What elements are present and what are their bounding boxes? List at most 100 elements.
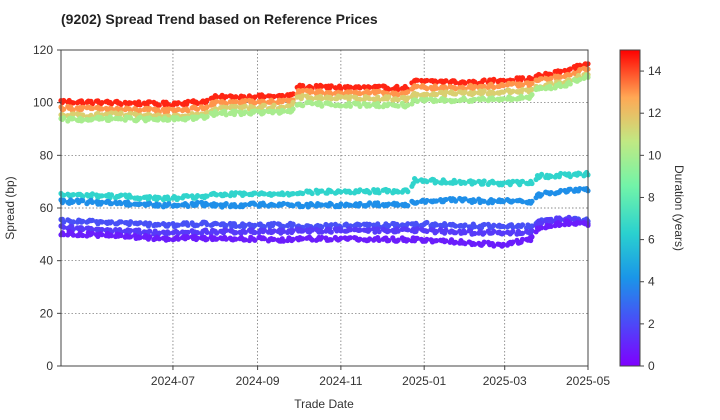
data-point bbox=[185, 229, 191, 235]
data-point bbox=[548, 190, 554, 196]
data-point bbox=[424, 197, 430, 204]
data-point bbox=[529, 80, 535, 86]
data-point bbox=[443, 238, 449, 244]
data-point bbox=[519, 75, 526, 81]
data-point bbox=[529, 86, 535, 92]
data-point bbox=[453, 230, 459, 236]
data-point bbox=[338, 235, 344, 241]
data-point bbox=[70, 192, 76, 198]
data-point bbox=[376, 237, 382, 243]
data-point bbox=[156, 102, 162, 108]
data-point bbox=[433, 98, 440, 104]
data-point bbox=[567, 81, 573, 87]
data-point bbox=[519, 222, 526, 228]
data-point bbox=[204, 97, 210, 103]
data-point bbox=[118, 192, 124, 198]
data-point bbox=[252, 100, 258, 106]
data-point bbox=[529, 234, 535, 240]
data-point bbox=[462, 97, 468, 103]
data-point bbox=[70, 107, 76, 113]
data-point bbox=[491, 84, 497, 91]
x-tick-label: 2024-07 bbox=[151, 374, 195, 388]
data-point bbox=[319, 83, 325, 89]
data-point bbox=[414, 91, 420, 97]
data-point bbox=[319, 89, 325, 96]
data-point bbox=[242, 191, 248, 197]
data-point bbox=[500, 223, 506, 230]
data-point bbox=[99, 219, 105, 225]
y-axis-label: Spread (bp) bbox=[3, 176, 17, 239]
data-point bbox=[539, 85, 545, 91]
data-point bbox=[395, 237, 401, 243]
data-point bbox=[577, 220, 583, 226]
data-point bbox=[328, 229, 334, 235]
data-point bbox=[357, 187, 363, 193]
data-point bbox=[395, 103, 401, 109]
y-tick-label: 80 bbox=[40, 148, 54, 162]
data-point bbox=[481, 88, 487, 94]
data-point bbox=[242, 202, 248, 208]
data-point bbox=[309, 89, 315, 95]
data-point bbox=[137, 234, 143, 241]
data-point bbox=[462, 241, 468, 247]
data-point bbox=[510, 96, 516, 102]
data-point bbox=[500, 230, 506, 236]
data-point bbox=[481, 77, 487, 83]
data-point bbox=[453, 98, 459, 104]
data-point bbox=[223, 236, 229, 242]
colorbar-tick-label: 10 bbox=[648, 148, 662, 162]
data-point bbox=[137, 220, 143, 226]
data-point bbox=[99, 106, 105, 112]
data-point bbox=[347, 235, 353, 241]
data-point bbox=[271, 202, 277, 208]
data-point bbox=[462, 89, 468, 95]
data-point bbox=[61, 224, 67, 230]
data-point bbox=[558, 187, 564, 194]
data-point bbox=[500, 77, 506, 83]
colorbar-scale bbox=[619, 49, 641, 367]
data-point bbox=[70, 111, 76, 117]
data-point bbox=[414, 226, 420, 232]
data-point bbox=[108, 192, 115, 198]
x-tick-label: 2025-05 bbox=[566, 374, 610, 388]
data-point bbox=[204, 109, 210, 115]
data-point bbox=[280, 108, 287, 114]
data-point bbox=[376, 104, 382, 110]
data-point bbox=[242, 109, 248, 115]
data-point bbox=[367, 227, 373, 233]
data-point bbox=[309, 202, 315, 208]
data-point bbox=[462, 230, 468, 236]
data-point bbox=[338, 103, 344, 109]
data-point bbox=[80, 218, 86, 224]
data-point bbox=[529, 223, 535, 229]
data-point bbox=[376, 190, 382, 196]
data-point bbox=[185, 234, 191, 240]
data-point bbox=[194, 230, 201, 236]
data-point bbox=[233, 230, 239, 236]
data-point bbox=[433, 198, 440, 204]
data-point bbox=[80, 104, 86, 110]
colorbar-tick-label: 14 bbox=[648, 64, 662, 78]
data-point bbox=[386, 86, 392, 92]
data-point bbox=[118, 101, 124, 107]
data-point bbox=[386, 201, 392, 207]
data-point bbox=[233, 204, 239, 210]
data-point bbox=[118, 110, 124, 116]
data-point bbox=[223, 104, 229, 111]
data-point bbox=[395, 86, 401, 92]
data-point bbox=[443, 180, 449, 186]
data-point bbox=[194, 235, 201, 241]
data-point bbox=[481, 96, 487, 102]
data-point bbox=[108, 110, 115, 116]
data-point bbox=[319, 96, 325, 102]
data-point bbox=[271, 220, 277, 226]
data-point bbox=[577, 67, 583, 73]
data-point bbox=[347, 94, 353, 100]
data-point bbox=[558, 74, 564, 80]
data-point bbox=[548, 173, 554, 179]
data-point bbox=[166, 102, 172, 108]
data-point bbox=[223, 227, 229, 233]
data-point bbox=[61, 219, 67, 225]
data-point bbox=[261, 94, 267, 100]
data-point bbox=[166, 236, 172, 242]
